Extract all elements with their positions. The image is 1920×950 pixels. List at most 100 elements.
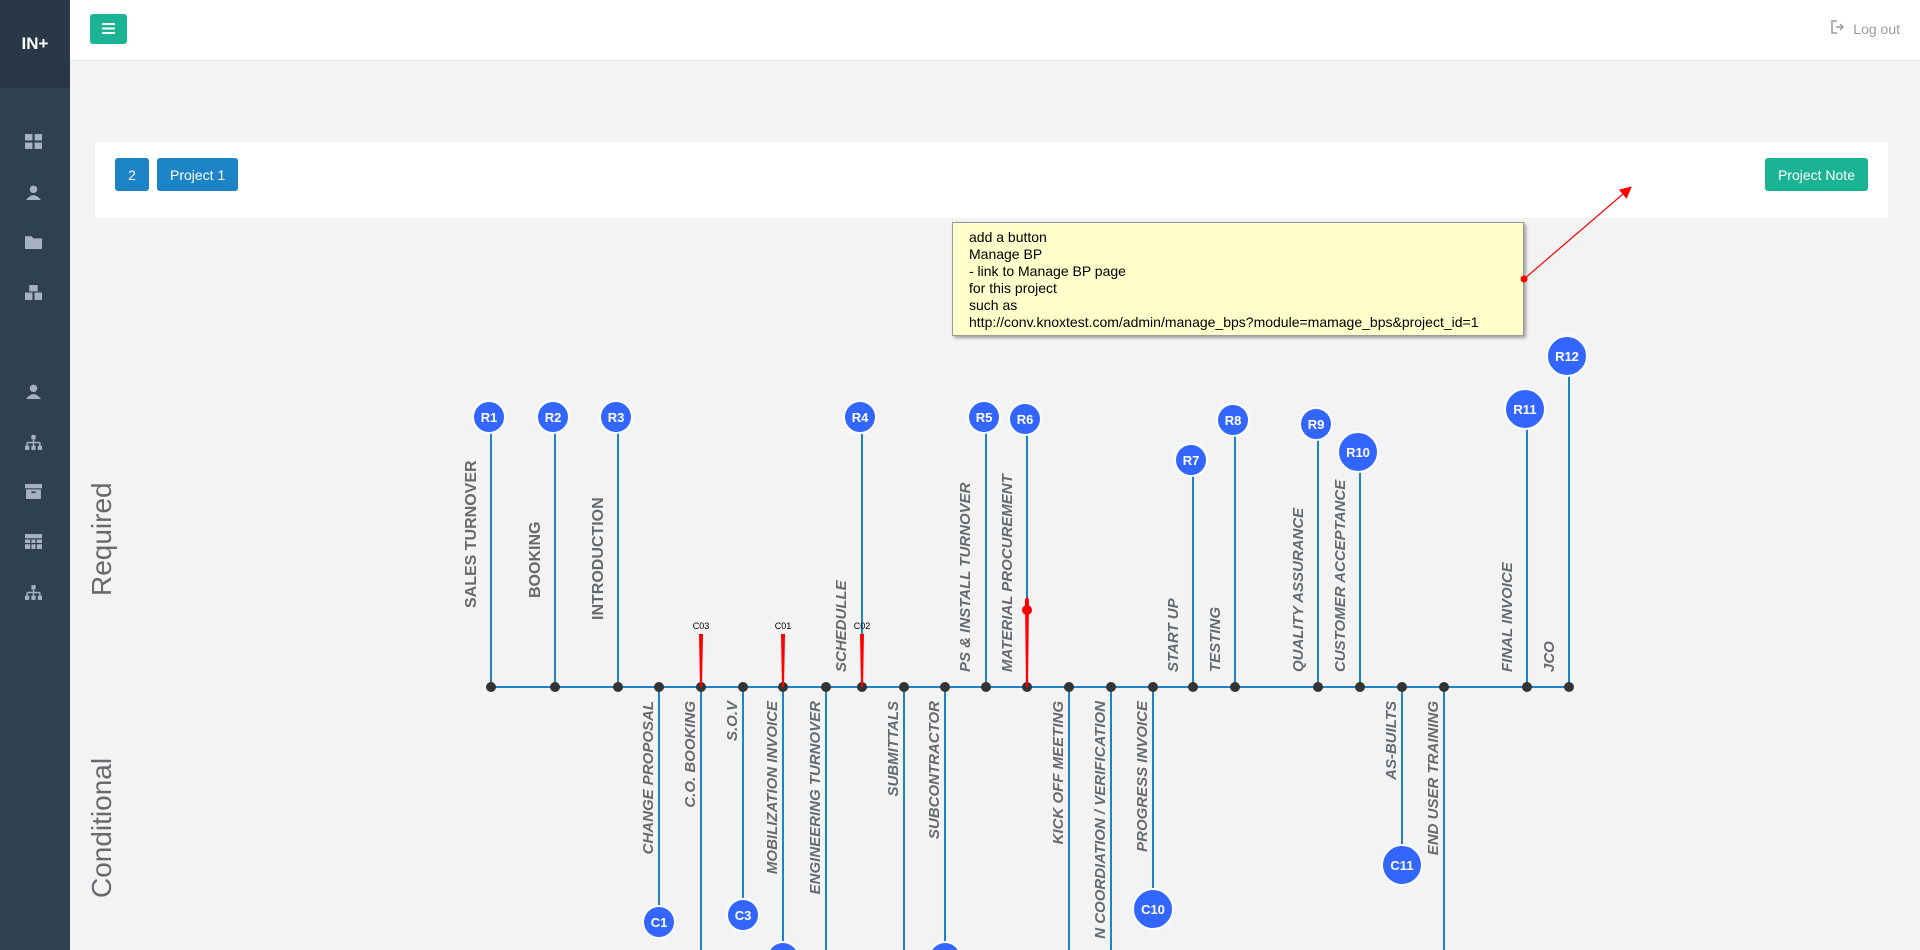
required-step-label: QUALITY ASSURANCE bbox=[1290, 507, 1307, 672]
required-node[interactable] bbox=[472, 400, 506, 434]
annotation-note: add a button Manage BP - link to Manage … bbox=[952, 222, 1524, 336]
conditional-step-label: N COORDIATION / VERIFICATION bbox=[1092, 700, 1109, 939]
material-marker-dot bbox=[1022, 605, 1032, 615]
brand-logo[interactable]: IN+ bbox=[0, 0, 70, 88]
conditional-node[interactable] bbox=[929, 941, 961, 950]
conditional-node-label: C3 bbox=[735, 908, 752, 923]
timeline-dot bbox=[1106, 682, 1116, 692]
conditional-step-label: CHANGE PROPOSAL bbox=[640, 701, 657, 854]
conditional-node[interactable] bbox=[1381, 844, 1423, 886]
project-number-button[interactable]: 2 bbox=[115, 158, 149, 191]
note-line: - link to Manage BP page bbox=[969, 263, 1126, 279]
required-step-label: MATERIAL PROCUREMENT bbox=[999, 472, 1016, 672]
sitemap-icon[interactable] bbox=[25, 585, 42, 600]
conditional-step-label: SUBMITTALS bbox=[885, 701, 902, 797]
project-note-button[interactable]: Project Note bbox=[1764, 158, 1868, 191]
required-node[interactable] bbox=[1216, 403, 1250, 437]
archive-icon[interactable] bbox=[25, 484, 42, 499]
required-step-label: PS & INSTALL TURNOVER bbox=[957, 482, 974, 672]
timeline-dot bbox=[940, 682, 950, 692]
folder-icon[interactable] bbox=[25, 234, 42, 249]
required-node[interactable] bbox=[1546, 335, 1588, 377]
required-node-label: R3 bbox=[608, 410, 625, 425]
note-line: such as bbox=[969, 297, 1018, 313]
timeline-dot bbox=[1064, 682, 1074, 692]
conditional-section-label: Conditional bbox=[86, 757, 117, 898]
change-order-label: C03 bbox=[693, 621, 710, 631]
timeline-dot bbox=[486, 682, 496, 692]
table-icon[interactable] bbox=[25, 534, 42, 549]
required-step-label: FINAL INVOICE bbox=[1499, 561, 1516, 672]
timeline-dot bbox=[1439, 682, 1449, 692]
cubes-icon[interactable] bbox=[25, 285, 42, 300]
timeline-dot bbox=[1522, 682, 1532, 692]
user-icon[interactable] bbox=[25, 384, 42, 399]
change-order-marker[interactable] bbox=[860, 634, 864, 687]
conditional-step-label: PROGRESS INVOICE bbox=[1134, 700, 1151, 852]
conditional-node-label: C11 bbox=[1390, 858, 1413, 873]
user-icon[interactable] bbox=[25, 185, 42, 200]
required-node-label: R11 bbox=[1513, 402, 1536, 417]
sitemap-icon[interactable] bbox=[25, 435, 42, 450]
change-order-label: C01 bbox=[775, 621, 792, 631]
conditional-step-label: ENGINEERING TURNOVER bbox=[807, 701, 824, 895]
required-node-label: R8 bbox=[1225, 413, 1242, 428]
required-step-label: SCHEDULLE bbox=[833, 579, 850, 672]
required-node[interactable] bbox=[1299, 407, 1333, 441]
timeline-dot bbox=[1022, 682, 1032, 692]
project-name-button[interactable]: Project 1 bbox=[157, 158, 239, 191]
required-node[interactable] bbox=[1008, 402, 1042, 436]
timeline-dot bbox=[1564, 682, 1574, 692]
required-step-label: SALES TURNOVER bbox=[463, 460, 480, 608]
timeline-dot bbox=[778, 682, 788, 692]
required-node[interactable] bbox=[843, 400, 877, 434]
timeline-dot bbox=[1355, 682, 1365, 692]
required-node-label: R2 bbox=[545, 410, 562, 425]
change-order-marker[interactable] bbox=[699, 634, 703, 687]
timeline-dot bbox=[1148, 682, 1158, 692]
dashboard-icon[interactable] bbox=[25, 134, 42, 149]
timeline-dot bbox=[1313, 682, 1323, 692]
top-navbar: Log out bbox=[70, 0, 1920, 61]
required-node[interactable] bbox=[1174, 443, 1208, 477]
required-node-label: R7 bbox=[1183, 453, 1200, 468]
required-node[interactable] bbox=[967, 400, 1001, 434]
logout-label: Log out bbox=[1853, 20, 1900, 37]
required-node-label: R12 bbox=[1555, 349, 1579, 364]
required-node-label: R5 bbox=[976, 410, 993, 425]
required-node[interactable] bbox=[1504, 388, 1546, 430]
conditional-node-label: C10 bbox=[1141, 902, 1165, 917]
conditional-step-label: KICK OFF MEETING bbox=[1050, 701, 1067, 845]
timeline-dot bbox=[654, 682, 664, 692]
required-step-label: BOOKING bbox=[527, 522, 544, 598]
required-step-label: CUSTOMER ACCEPTANCE bbox=[1332, 479, 1349, 672]
required-node[interactable] bbox=[536, 400, 570, 434]
note-line: for this project bbox=[969, 280, 1057, 296]
change-order-marker[interactable] bbox=[781, 634, 785, 687]
conditional-node[interactable] bbox=[726, 898, 760, 932]
required-node[interactable] bbox=[1337, 431, 1379, 473]
required-node[interactable] bbox=[599, 400, 633, 434]
timeline-dot bbox=[738, 682, 748, 692]
conditional-step-label: SUBCONTRACTOR bbox=[926, 701, 943, 839]
timeline-dot bbox=[821, 682, 831, 692]
menu-toggle-button[interactable] bbox=[90, 14, 127, 44]
note-line: Manage BP bbox=[969, 246, 1043, 262]
timeline-dot bbox=[981, 682, 991, 692]
conditional-node[interactable] bbox=[1132, 888, 1174, 930]
change-order-label: C02 bbox=[854, 621, 871, 631]
sign-out-icon bbox=[1831, 20, 1845, 37]
required-node-label: R10 bbox=[1346, 445, 1370, 460]
timeline-dot bbox=[613, 682, 623, 692]
conditional-node-label: C1 bbox=[651, 915, 668, 930]
required-step-label: JCO bbox=[1541, 641, 1558, 672]
required-step-label: START UP bbox=[1165, 597, 1182, 672]
project-header-panel: 2 Project 1 Project Note bbox=[95, 142, 1888, 218]
conditional-node[interactable] bbox=[642, 905, 676, 939]
conditional-node[interactable] bbox=[767, 941, 799, 950]
logout-link[interactable]: Log out bbox=[1831, 20, 1900, 37]
required-node-label: R9 bbox=[1308, 417, 1325, 432]
timeline-dot bbox=[1230, 682, 1240, 692]
timeline-dot bbox=[696, 682, 706, 692]
timeline-dot bbox=[899, 682, 909, 692]
